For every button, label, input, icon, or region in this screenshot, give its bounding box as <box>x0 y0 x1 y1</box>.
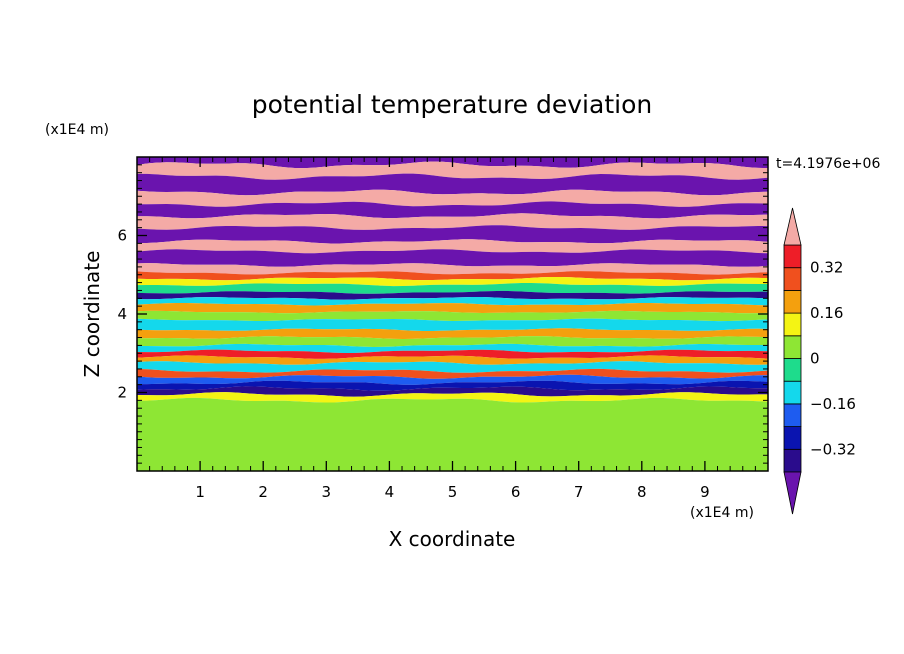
chart-title: potential temperature deviation <box>252 90 652 119</box>
contour-band <box>137 161 768 180</box>
contour-band <box>137 297 768 306</box>
y-axis-label: Z coordinate <box>80 251 104 378</box>
colorbar-tick-label: 0 <box>810 350 820 368</box>
contour-band <box>137 213 768 230</box>
contour-band <box>137 249 768 267</box>
contour-band <box>137 343 768 353</box>
contour-band <box>137 189 768 207</box>
contour-band <box>137 239 768 254</box>
time-label: t=4.1976e+06 <box>776 156 880 172</box>
contour-band <box>137 380 768 391</box>
x-tick-label: 8 <box>637 483 647 501</box>
colorbar-tick-label: −0.32 <box>810 440 856 458</box>
contour-band <box>137 201 768 219</box>
x-tick-label: 7 <box>574 483 584 501</box>
y-tick-label: 6 <box>117 227 127 245</box>
x-axis-unit: (x1E4 m) <box>690 505 754 521</box>
contour-band <box>137 386 768 397</box>
contour-band <box>137 368 768 379</box>
y-tick-label: 2 <box>117 384 127 402</box>
colorbar-swatch <box>783 289 802 314</box>
colorbar-under-triangle <box>783 471 802 515</box>
contour-band <box>137 349 768 359</box>
contour-band <box>137 318 768 331</box>
colorbar: 0.32 0.16 0 −0.16 −0.32 <box>783 207 856 515</box>
y-tick-label: 4 <box>117 305 127 323</box>
x-tick-label: 9 <box>700 483 710 501</box>
contour-band <box>137 157 768 169</box>
x-axis-label: X coordinate <box>389 527 516 551</box>
colorbar-swatch <box>783 267 802 291</box>
contour-band <box>137 225 768 244</box>
contour-band <box>137 283 768 294</box>
contour-band <box>137 392 768 403</box>
colorbar-swatch <box>783 244 802 269</box>
contour-band <box>137 263 768 275</box>
contour-band <box>137 173 768 196</box>
contour-band <box>137 277 768 287</box>
contour-band <box>137 336 768 347</box>
contour-band <box>137 397 768 471</box>
contour-band <box>137 271 768 281</box>
colorbar-swatch <box>783 403 802 427</box>
colorbar-swatch <box>783 358 802 382</box>
contour-band <box>137 374 768 385</box>
x-tick-label: 2 <box>258 483 268 501</box>
contour-band <box>137 355 768 365</box>
colorbar-tick-label: 0.16 <box>810 304 843 322</box>
contour-band <box>137 303 768 314</box>
contour-band <box>137 361 768 373</box>
x-tick-label: 5 <box>448 483 458 501</box>
x-tick-label: 4 <box>385 483 395 501</box>
contour-band <box>137 310 768 322</box>
x-tick-label: 6 <box>511 483 521 501</box>
y-axis-unit: (x1E4 m) <box>45 122 109 138</box>
colorbar-tick-label: 0.32 <box>810 259 843 277</box>
colorbar-tick-label: −0.16 <box>810 395 856 413</box>
colorbar-swatch <box>783 312 802 337</box>
colorbar-swatch <box>783 448 802 473</box>
x-axis-ticks: 1 2 3 4 5 6 7 8 9 <box>149 157 756 501</box>
contour-band <box>137 328 768 339</box>
y-axis-ticks: 2 4 6 <box>117 164 768 464</box>
contour-band <box>137 290 768 300</box>
colorbar-swatch <box>783 426 802 450</box>
colorbar-swatch <box>783 380 802 405</box>
plot-area <box>137 157 768 471</box>
x-tick-label: 1 <box>195 483 205 501</box>
colorbar-over-triangle <box>783 207 802 246</box>
x-tick-label: 3 <box>322 483 332 501</box>
colorbar-swatch <box>783 335 802 359</box>
